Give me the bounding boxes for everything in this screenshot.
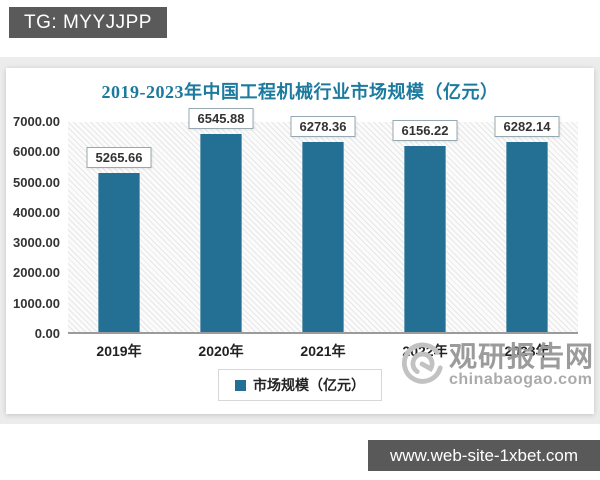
- bar-slot: 6278.36: [272, 115, 374, 332]
- y-axis: 0.00 1000.00 2000.00 3000.00 4000.00 5000.00 6…: [6, 115, 60, 341]
- x-tick-label: 2021年: [300, 343, 346, 359]
- y-tick-label: 7000.00: [13, 114, 60, 129]
- bar-value-label: 6156.22: [392, 119, 458, 141]
- bar-2022年: [404, 145, 446, 332]
- bar-value-label: 6545.88: [188, 107, 254, 129]
- y-tick-label: 6000.00: [13, 144, 60, 160]
- y-tick-label: 2000.00: [13, 265, 60, 281]
- bar-value-label: 6282.14: [494, 115, 560, 137]
- bar-slot: 5265.66: [68, 122, 170, 332]
- x-tick-label: 2023年: [504, 343, 550, 359]
- watermark: 观研报告网 chinabaogao.com: [399, 340, 594, 391]
- y-tick-label: 5000.00: [13, 174, 60, 190]
- legend-label: 市场规模（亿元）: [253, 377, 365, 393]
- bar-slot: 6545.88: [170, 107, 272, 332]
- plot-area: 5265.66 6545.88 6278.36 6156.22 6282.14: [68, 107, 578, 334]
- y-tick-label: 1000.00: [13, 295, 60, 311]
- watermark-text: 观研报告网 chinabaogao.com: [448, 341, 594, 389]
- chart-panel: 2019-2023年中国工程机械行业市场规模（亿元） 0.00 1000.00 20…: [6, 68, 594, 414]
- bar-slot: 6156.22: [374, 119, 476, 332]
- bar-slot: 6282.14: [476, 115, 578, 332]
- y-tick-label: 0.00: [34, 326, 60, 341]
- y-tick-label: 4000.00: [13, 204, 60, 220]
- telegram-badge: TG: MYYJJPP: [9, 7, 167, 38]
- y-tick-label: 3000.00: [13, 235, 60, 251]
- website-url-bar: www.web-site-1xbet.com: [368, 440, 600, 471]
- bar-value-label: 5265.66: [86, 146, 152, 168]
- legend: 市场规模（亿元）: [218, 369, 382, 401]
- watermark-domain: chinabaogao.com: [448, 371, 593, 388]
- chart-title: 2019-2023年中国工程机械行业市场规模（亿元）: [101, 82, 499, 102]
- legend-swatch-icon: [235, 379, 246, 391]
- bar-2023年: [506, 141, 548, 332]
- x-tick-label: 2020年: [198, 343, 244, 359]
- bar-2020年: [200, 133, 242, 332]
- x-tick-label: 2019年: [96, 343, 142, 359]
- watermark-swirl-icon: [399, 340, 445, 391]
- bar-2019年: [98, 172, 140, 332]
- bar-value-label: 6278.36: [290, 115, 356, 137]
- bar-2021年: [302, 141, 344, 332]
- watermark-name: 观研报告网: [448, 341, 594, 372]
